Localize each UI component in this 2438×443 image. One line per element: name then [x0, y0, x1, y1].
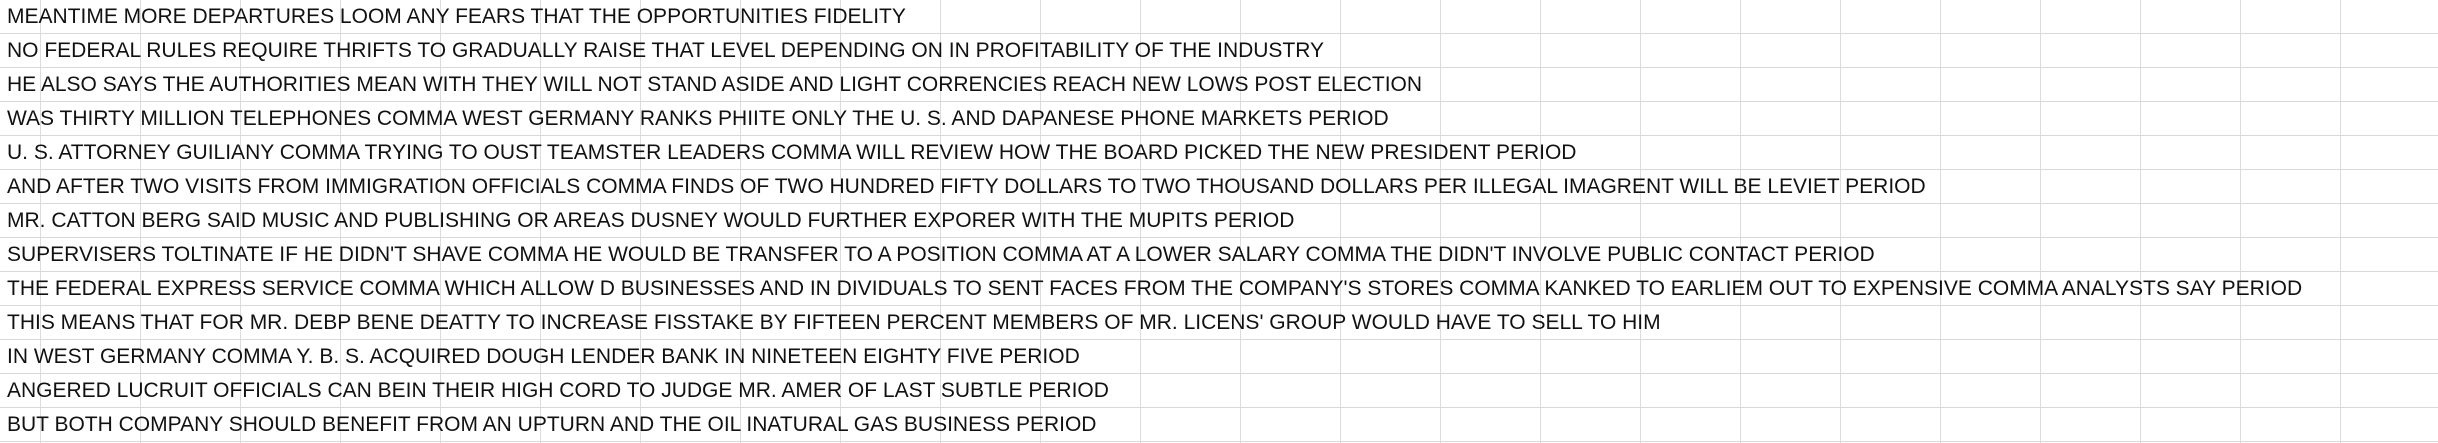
text-cell[interactable]: WAS THIRTY MILLION TELEPHONES COMMA WEST…	[7, 107, 1389, 130]
text-cell[interactable]: SUPERVISERS TOLTINATE IF HE DIDN'T SHAVE…	[7, 243, 1875, 266]
sheet-row: ANGERED LUCRUIT OFFICIALS CAN BEIN THEIR…	[0, 374, 2438, 408]
text-cell[interactable]: ANGERED LUCRUIT OFFICIALS CAN BEIN THEIR…	[7, 379, 1109, 402]
text-cell[interactable]: U. S. ATTORNEY GUILIANY COMMA TRYING TO …	[7, 141, 1577, 164]
sheet-row: SUPERVISERS TOLTINATE IF HE DIDN'T SHAVE…	[0, 238, 2438, 272]
sheet-row: BUT BOTH COMPANY SHOULD BENEFIT FROM AN …	[0, 408, 2438, 442]
text-cell[interactable]: HE ALSO SAYS THE AUTHORITIES MEAN WITH T…	[7, 73, 1423, 96]
sheet-row: MR. CATTON BERG SAID MUSIC AND PUBLISHIN…	[0, 204, 2438, 238]
sheet-row: THE FEDERAL EXPRESS SERVICE COMMA WHICH …	[0, 272, 2438, 306]
sheet-row: NO FEDERAL RULES REQUIRE THRIFTS TO GRAD…	[0, 34, 2438, 68]
sheet-row: U. S. ATTORNEY GUILIANY COMMA TRYING TO …	[0, 136, 2438, 170]
text-cell[interactable]: MEANTIME MORE DEPARTURES LOOM ANY FEARS …	[7, 5, 906, 28]
sheet-row: HE ALSO SAYS THE AUTHORITIES MEAN WITH T…	[0, 68, 2438, 102]
text-cell[interactable]: MR. CATTON BERG SAID MUSIC AND PUBLISHIN…	[7, 209, 1295, 232]
sheet-row: THIS MEANS THAT FOR MR. DEBP BENE DEATTY…	[0, 306, 2438, 340]
sheet-row: MEANTIME MORE DEPARTURES LOOM ANY FEARS …	[0, 0, 2438, 34]
text-cell[interactable]: THE FEDERAL EXPRESS SERVICE COMMA WHICH …	[7, 277, 2303, 300]
text-cell[interactable]: IN WEST GERMANY COMMA Y. B. S. ACQUIRED …	[7, 345, 1080, 368]
text-cell[interactable]: BUT BOTH COMPANY SHOULD BENEFIT FROM AN …	[7, 413, 1097, 436]
text-cell[interactable]: AND AFTER TWO VISITS FROM IMMIGRATION OF…	[7, 175, 1926, 198]
text-cell[interactable]: NO FEDERAL RULES REQUIRE THRIFTS TO GRAD…	[7, 39, 1325, 62]
sheet-row: IN WEST GERMANY COMMA Y. B. S. ACQUIRED …	[0, 340, 2438, 374]
sheet-row: AND AFTER TWO VISITS FROM IMMIGRATION OF…	[0, 170, 2438, 204]
sheet-row: WAS THIRTY MILLION TELEPHONES COMMA WEST…	[0, 102, 2438, 136]
text-cell[interactable]: THIS MEANS THAT FOR MR. DEBP BENE DEATTY…	[7, 311, 1661, 334]
